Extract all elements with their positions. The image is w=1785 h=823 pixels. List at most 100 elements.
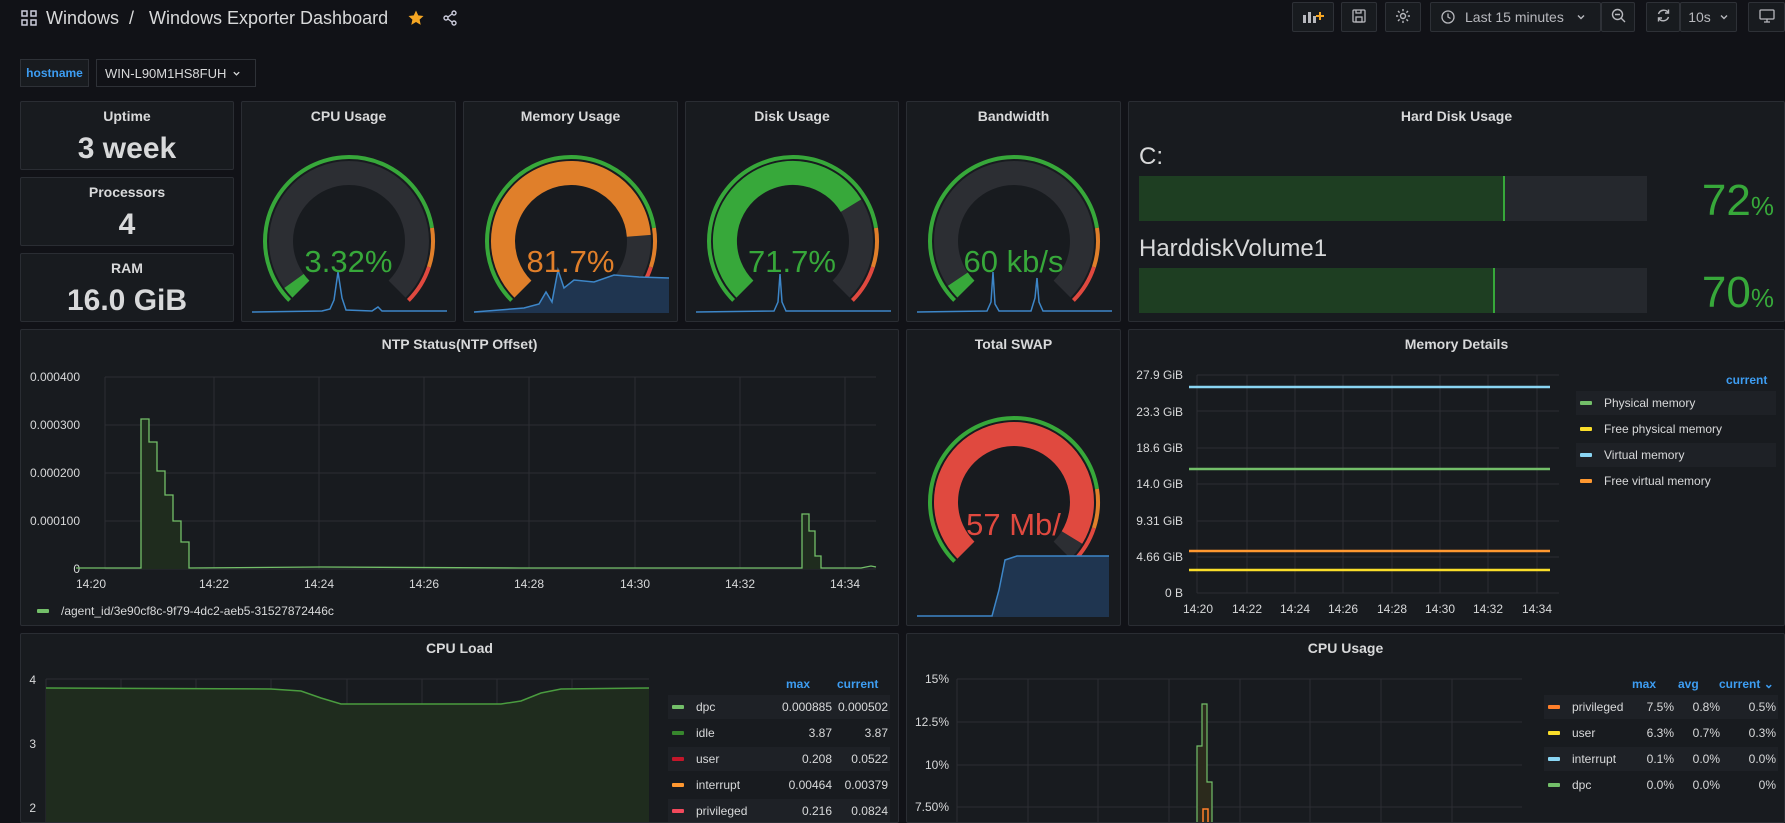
x-tick-label: 14:34 [830,577,860,591]
legend-column-current[interactable]: current [1726,373,1768,387]
zoom-out-button[interactable] [1601,2,1635,32]
disk-usage-gauge-panel: Disk Usage 71.7% [685,101,899,322]
cpu-gauge [251,155,447,313]
y-tick-label: 0 B [1165,586,1183,600]
y-tick-label: 2 [29,801,36,815]
dashboards-grid-icon[interactable] [21,10,37,26]
refresh-interval-picker[interactable]: 10s [1680,2,1737,32]
legend-swatch [672,731,684,735]
y-tick-label: 4.66 GiB [1136,550,1183,564]
save-icon [1352,8,1366,26]
share-icon[interactable] [442,10,458,26]
top-bar: Windows / Windows Exporter Dashboard Las… [0,0,1785,40]
legend-item[interactable]: idle 3.87 3.87 [668,721,890,745]
uptime-value: 3 week [77,132,177,165]
star-icon[interactable] [407,9,425,27]
legend-item[interactable]: Free virtual memory [1576,469,1776,493]
refresh-button[interactable] [1646,2,1680,32]
legend-item[interactable]: dpc 0.0% 0.0% 0% [1544,773,1778,797]
legend-label: Virtual memory [1604,448,1685,462]
sparkline-fill [917,556,1109,617]
cpu-load-panel: CPU Load 4 3 2 max current dpc 0.000885 0.… [20,633,899,823]
legend-item[interactable]: dpc 0.000885 0.000502 [668,695,890,719]
legend-max-value: 0.216 [801,804,832,818]
refresh-interval-label: 10s [1688,9,1711,25]
gauge-outer-ring [485,155,656,302]
legend-label: Free virtual memory [1604,474,1711,488]
legend-label: /agent_id/3e90cf8c-9f79-4dc2-aeb5-315278… [61,604,334,618]
legend-label: idle [696,726,715,740]
x-tick-label: 14:30 [620,577,650,591]
ntp-series-line [76,418,877,569]
dashboard-title[interactable]: Windows Exporter Dashboard [149,8,389,28]
gauge-track [934,161,1094,298]
legend-swatch [1548,757,1560,761]
legend-item[interactable]: interrupt 0.1% 0.0% 0.0% [1544,747,1778,771]
disk-bar-track [1139,176,1647,221]
panel-title: Processors [88,184,166,200]
legend-item[interactable]: privileged 7.5% 0.8% 0.5% [1544,695,1778,719]
legend-column-avg[interactable]: avg [1678,677,1699,691]
gauge-threshold-segment [870,227,880,268]
bandwidth-gauge-panel: Bandwidth 60 kb/s [906,101,1121,322]
cpu-load-idle-fill [46,688,649,822]
x-tick-label: 14:24 [1280,602,1310,616]
ntp-status-panel: NTP Status(NTP Offset) 0 0.000100 0.0002… [20,329,899,626]
legend-avg-value: 0.7% [1692,726,1720,740]
ntp-legend-item[interactable]: /agent_id/3e90cf8c-9f79-4dc2-aeb5-315278… [33,599,334,623]
y-tick-label: 9.31 GiB [1136,514,1183,528]
legend-current-value: 0.3% [1748,726,1776,740]
x-tick-label: 14:34 [1522,602,1552,616]
save-dashboard-button[interactable] [1341,2,1377,32]
disk-gauge-value: 71.7% [748,244,836,279]
cpu-usage-gauge-panel: CPU Usage 3.32% [241,101,456,322]
bandwidth-gauge-value: 60 kb/s [963,244,1064,279]
legend-column-max[interactable]: max [786,677,811,691]
x-tick-label: 14:26 [1328,602,1358,616]
legend-current-value: 0.000502 [837,700,888,714]
legend-column-current[interactable]: current ⌄ [1719,677,1774,691]
legend-swatch [37,609,49,613]
panel-title: CPU Usage [310,108,387,124]
legend-label: user [696,752,720,766]
legend-swatch [672,783,684,787]
breadcrumb-separator: / [129,8,135,28]
dashboard-settings-button[interactable] [1385,2,1421,32]
disk-percent: 70% [1689,268,1774,318]
legend-item[interactable]: Physical memory [1576,391,1776,415]
time-range-label: Last 15 minutes [1465,9,1564,25]
x-tick-label: 14:28 [514,577,544,591]
legend-item[interactable]: user 6.3% 0.7% 0.3% [1544,721,1778,745]
legend-max-value: 0.00464 [788,778,832,792]
disk-bar-fill [1139,176,1505,221]
panel-title: NTP Status(NTP Offset) [381,336,538,352]
legend-item[interactable]: privileged 0.216 0.0824 [668,799,890,822]
legend-current-value: 3.87 [864,726,888,740]
legend-item[interactable]: Virtual memory [1576,443,1776,467]
legend-label: interrupt [696,778,741,792]
bandwidth-gauge [916,155,1112,313]
time-range-picker[interactable]: Last 15 minutes [1430,2,1601,32]
gauge-outer-green [263,155,434,302]
hostname-select[interactable]: WIN-L90M1HS8FUH [96,59,256,87]
disk-percent-number: 70 [1701,268,1751,317]
legend-item[interactable]: interrupt 0.00464 0.00379 [668,773,890,797]
legend-current-value: 0.5% [1748,700,1776,714]
memory-usage-gauge-panel: Memory Usage 81.7% [463,101,678,322]
cpu-gauge-value: 3.32% [304,244,393,279]
panel-title: Disk Usage [754,108,830,124]
disk-name: C: [1139,143,1163,170]
breadcrumb-root[interactable]: Windows [46,8,120,28]
tv-mode-button[interactable] [1748,2,1785,32]
gauge-value-arc [712,160,862,298]
legend-item[interactable]: Free physical memory [1576,417,1776,441]
legend-column-current[interactable]: current [837,677,879,691]
legend-max-value: 0.208 [801,752,832,766]
legend-item[interactable]: user 0.208 0.0522 [668,747,890,771]
add-panel-button[interactable] [1292,2,1334,32]
sparkline [251,271,447,313]
chevron-down-icon [1719,12,1729,22]
legend-swatch [672,757,684,761]
swap-gauge [917,416,1109,617]
legend-column-max[interactable]: max [1632,677,1657,691]
